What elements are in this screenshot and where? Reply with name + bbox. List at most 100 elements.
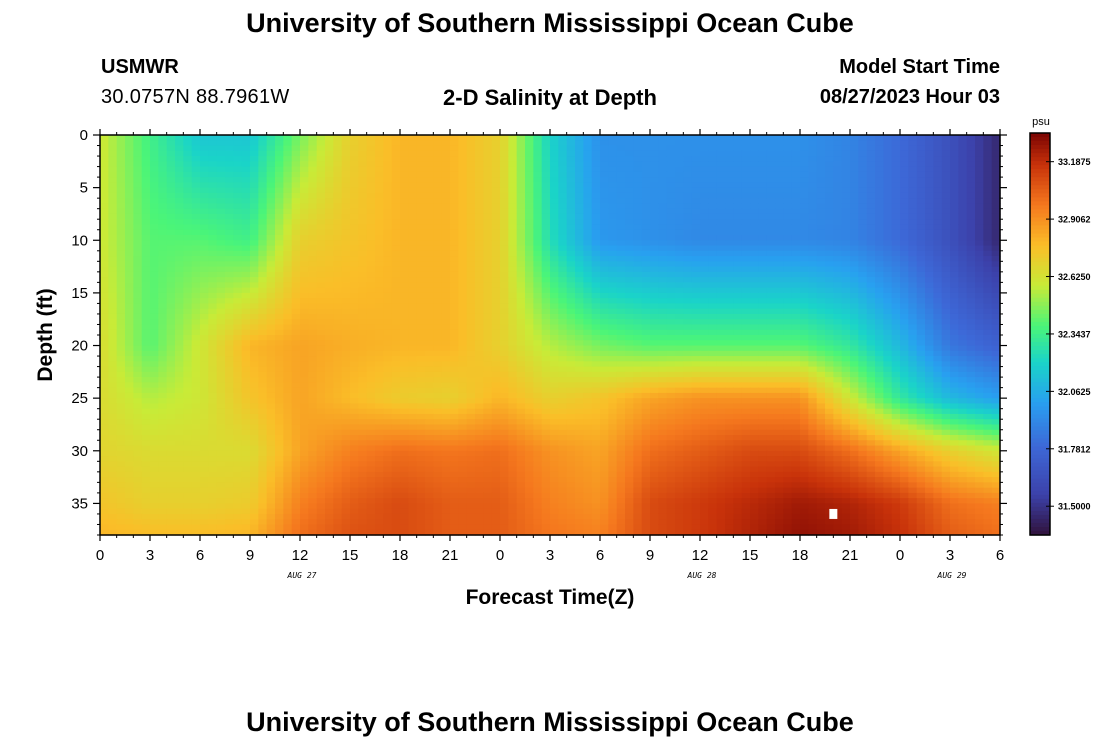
heatmap-cell — [975, 250, 984, 257]
heatmap-cell — [391, 366, 401, 373]
heatmap-cell — [616, 150, 626, 157]
heatmap-cell — [250, 161, 259, 168]
heatmap-cell — [575, 308, 584, 315]
heatmap-cell — [833, 261, 843, 268]
heatmap-cell — [966, 361, 976, 368]
heatmap-cell — [891, 198, 901, 205]
heatmap-cell — [575, 335, 584, 341]
heatmap-cell — [866, 366, 876, 373]
heatmap-cell — [816, 166, 826, 173]
heatmap-cell — [716, 192, 726, 199]
heatmap-cell — [366, 361, 376, 368]
heatmap-cell — [300, 350, 309, 357]
heatmap-cell — [991, 329, 1001, 336]
heatmap-cell — [658, 256, 668, 262]
heatmap-cell — [475, 213, 484, 220]
heatmap-cell — [383, 203, 393, 210]
heatmap-cell — [516, 171, 526, 178]
heatmap-cell — [433, 356, 443, 362]
heatmap-cell — [175, 350, 184, 357]
heatmap-cell — [275, 156, 284, 162]
heatmap-cell — [183, 356, 193, 362]
heatmap-cell — [466, 313, 476, 320]
heatmap-cell — [708, 361, 718, 368]
heatmap-cell — [975, 266, 984, 273]
heatmap-cell — [483, 161, 493, 168]
heatmap-cell — [891, 135, 901, 141]
heatmap-cell — [675, 287, 684, 294]
heatmap-cell — [408, 356, 418, 362]
heatmap-cell — [858, 245, 868, 252]
heatmap-cell — [891, 213, 901, 220]
heatmap-cell — [533, 208, 543, 215]
heatmap-cell — [166, 292, 176, 299]
heatmap-cell — [183, 345, 193, 352]
heatmap-cell — [591, 298, 601, 305]
heatmap-cell — [991, 298, 1001, 305]
heatmap-cell — [141, 298, 151, 305]
heatmap-cell — [641, 208, 651, 215]
heatmap-cell — [958, 350, 968, 357]
heatmap-cell — [700, 319, 709, 326]
heatmap-cell — [808, 166, 818, 173]
heatmap-cell — [275, 219, 284, 226]
heatmap-cell — [383, 240, 393, 247]
heatmap-cell — [133, 350, 143, 357]
heatmap-cell — [775, 340, 784, 347]
heatmap-cell — [583, 161, 593, 168]
heatmap-cell — [466, 219, 476, 226]
heatmap-cell — [700, 308, 709, 315]
heatmap-cell — [841, 166, 851, 173]
heatmap-cell — [191, 340, 201, 347]
heatmap-cell — [233, 187, 243, 194]
heatmap-cell — [833, 166, 843, 173]
heatmap-cell — [350, 366, 359, 373]
heatmap-cell — [916, 371, 926, 378]
heatmap-cell — [833, 161, 843, 168]
heatmap-cell — [266, 250, 276, 257]
heatmap-cell — [450, 224, 459, 231]
heatmap-cell — [891, 361, 901, 368]
heatmap-cell — [400, 308, 409, 315]
heatmap-cell — [991, 324, 1001, 331]
heatmap-cell — [833, 266, 843, 273]
heatmap-cell — [975, 150, 984, 157]
heatmap-cell — [975, 166, 984, 173]
heatmap-cell — [875, 166, 884, 173]
heatmap-cell — [850, 177, 859, 183]
heatmap-cell — [983, 161, 993, 168]
heatmap-cell — [883, 203, 893, 210]
heatmap-cell — [750, 303, 759, 310]
heatmap-cell — [716, 277, 726, 283]
heatmap-cell — [883, 208, 893, 215]
heatmap-cell — [783, 366, 793, 373]
heatmap-cell — [750, 361, 759, 368]
heatmap-cell — [833, 324, 843, 331]
heatmap-cell — [633, 224, 643, 231]
heatmap-cell — [508, 177, 518, 183]
heatmap-cell — [900, 145, 909, 152]
heatmap-cell — [916, 335, 926, 341]
heatmap-cell — [466, 224, 476, 231]
heatmap-cell — [833, 177, 843, 183]
heatmap-cell — [683, 319, 693, 326]
heatmap-cell — [908, 313, 918, 320]
heatmap-cell — [425, 240, 434, 247]
heatmap-cell — [325, 366, 334, 373]
heatmap-cell — [475, 171, 484, 178]
heatmap-cell — [575, 187, 584, 194]
heatmap-cell — [766, 313, 776, 320]
heatmap-cell — [158, 150, 168, 157]
heatmap-cell — [425, 235, 434, 241]
heatmap-cell — [666, 198, 676, 205]
heatmap-cell — [483, 250, 493, 257]
heatmap-cell — [241, 166, 251, 173]
heatmap-cell — [933, 371, 943, 378]
heatmap-cell — [366, 287, 376, 294]
heatmap-cell — [766, 271, 776, 278]
heatmap-cell — [266, 287, 276, 294]
heatmap-cell — [583, 145, 593, 152]
heatmap-cell — [708, 277, 718, 283]
heatmap-cell — [408, 224, 418, 231]
heatmap-cell — [208, 292, 218, 299]
